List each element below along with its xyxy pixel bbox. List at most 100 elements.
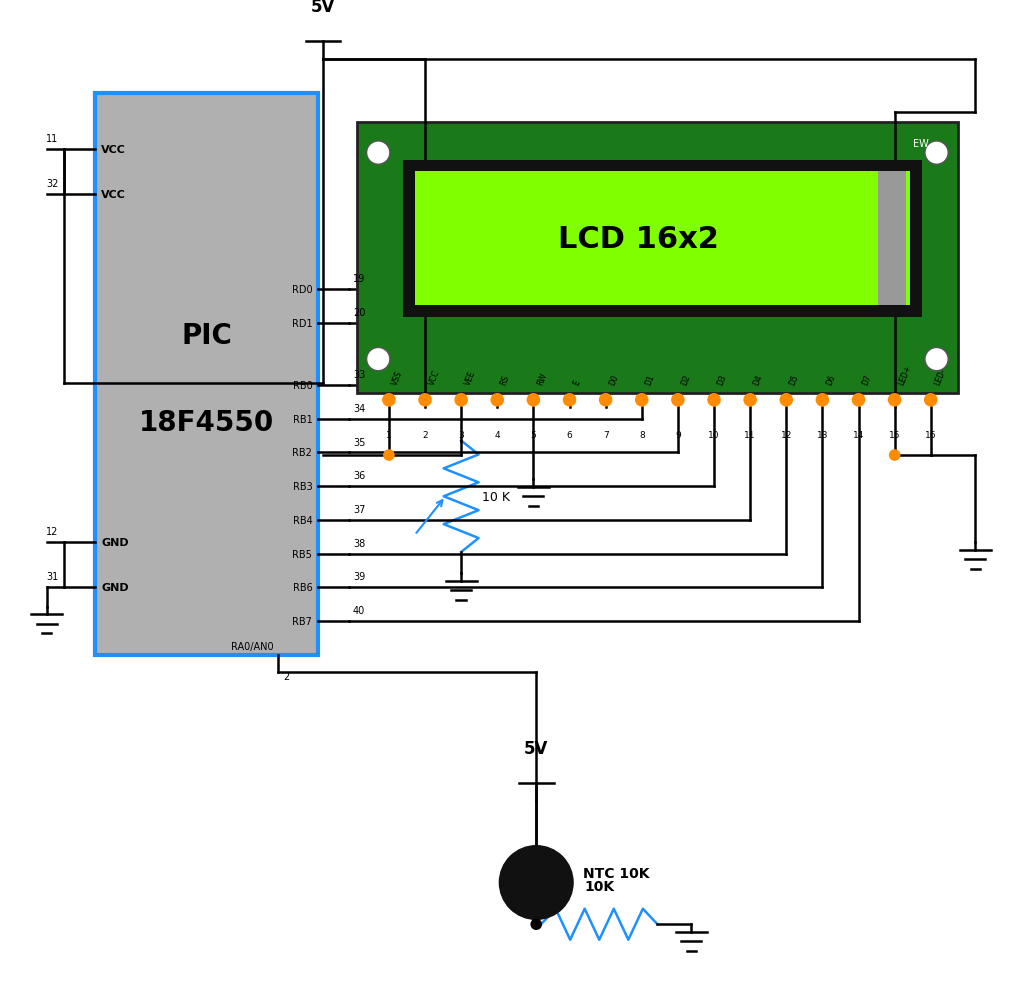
Text: 12: 12 [46,527,58,537]
Text: RA0/AN0: RA0/AN0 [231,641,274,651]
Text: 4: 4 [495,430,500,439]
Text: D5: D5 [788,373,801,386]
Circle shape [455,394,468,408]
Circle shape [671,394,685,408]
Text: 1: 1 [386,430,392,439]
Text: VCC: VCC [101,144,126,155]
Text: 18F4550: 18F4550 [139,409,274,436]
Circle shape [530,918,542,930]
Text: LED+: LED+ [897,363,912,386]
Text: GND: GND [101,582,129,592]
Bar [403,160,922,318]
Circle shape [526,394,541,408]
Bar [879,172,905,306]
Text: D1: D1 [644,373,656,386]
Circle shape [743,394,757,408]
Text: 19: 19 [353,274,366,284]
Text: 40: 40 [353,605,366,615]
Text: 9: 9 [675,430,681,439]
Text: 5: 5 [530,430,537,439]
Text: 3: 3 [459,430,464,439]
Text: 34: 34 [353,404,366,414]
Text: VCC: VCC [101,190,126,200]
Circle shape [815,394,829,408]
Text: RB1: RB1 [293,414,312,424]
Text: 6: 6 [566,430,572,439]
Text: RB5: RB5 [293,549,312,559]
Circle shape [708,394,721,408]
Text: RB2: RB2 [293,448,312,458]
Text: VSS: VSS [391,369,404,386]
Text: 32: 32 [46,179,58,189]
Text: 31: 31 [46,572,58,581]
Text: 35: 35 [353,437,366,447]
Circle shape [925,142,948,165]
Text: 5V: 5V [524,739,549,756]
Text: RD0: RD0 [292,285,312,295]
Text: GND: GND [101,538,129,548]
Text: RB7: RB7 [293,616,312,626]
Text: D4: D4 [752,373,765,386]
Text: 8: 8 [639,430,645,439]
Text: 20: 20 [353,308,366,318]
Text: RB3: RB3 [293,481,312,492]
Text: 33: 33 [353,370,366,380]
Circle shape [599,394,612,408]
Circle shape [563,394,577,408]
Circle shape [382,394,395,408]
Circle shape [418,394,432,408]
Circle shape [852,394,865,408]
Text: E: E [571,378,582,386]
Text: 36: 36 [353,471,366,481]
Circle shape [888,394,901,408]
Text: 14: 14 [853,430,864,439]
Bar [415,172,910,306]
FancyBboxPatch shape [95,93,318,655]
Text: 13: 13 [816,430,828,439]
Text: 16: 16 [925,430,937,439]
Text: 39: 39 [353,572,366,581]
Text: 2: 2 [422,430,428,439]
Text: D0: D0 [607,373,620,386]
Circle shape [367,142,390,165]
Text: 15: 15 [889,430,900,439]
Text: NTC 10K: NTC 10K [583,866,649,880]
Text: RB4: RB4 [293,515,312,525]
Circle shape [500,846,573,919]
Circle shape [924,394,938,408]
Text: 10: 10 [709,430,720,439]
Text: EW: EW [913,139,929,149]
Circle shape [367,348,390,372]
Bar [357,122,957,394]
Text: 12: 12 [780,430,792,439]
Text: D2: D2 [680,373,692,386]
Circle shape [383,449,394,461]
Text: RD1: RD1 [292,319,312,329]
Text: RB6: RB6 [293,582,312,592]
Circle shape [635,394,648,408]
Circle shape [779,394,793,408]
Circle shape [889,449,900,461]
Text: RB0: RB0 [293,381,312,391]
Text: LED-: LED- [933,366,947,386]
Text: D6: D6 [824,373,837,386]
Text: 7: 7 [603,430,608,439]
Text: 2: 2 [283,671,289,681]
Circle shape [490,394,504,408]
Text: PIC: PIC [181,321,232,350]
Text: 38: 38 [353,538,366,548]
Circle shape [925,348,948,372]
Text: 37: 37 [353,505,366,515]
Text: D3: D3 [716,373,728,386]
Text: LCD 16x2: LCD 16x2 [557,225,719,253]
Text: RS: RS [500,373,511,386]
Text: 10 K: 10 K [482,490,511,503]
Text: D7: D7 [860,373,872,386]
Text: 5V: 5V [311,0,335,16]
Text: 11: 11 [744,430,756,439]
Text: 11: 11 [46,134,58,144]
Text: VCC: VCC [427,368,441,386]
Text: RW: RW [536,371,549,386]
Text: 10K: 10K [584,880,614,894]
Text: VEE: VEE [463,369,477,386]
